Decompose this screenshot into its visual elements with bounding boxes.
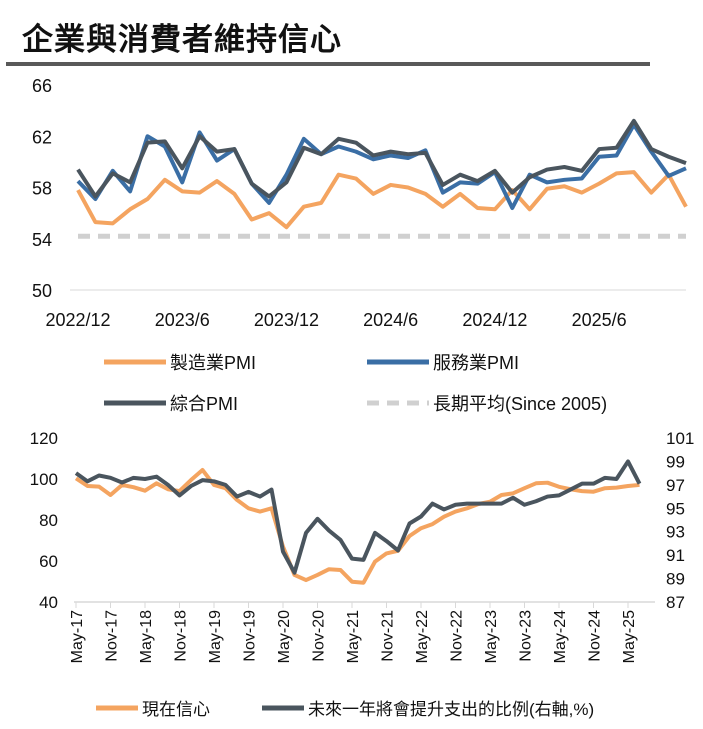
pmi-chart: 50 54 58 62 66 2022/12 2023/6 2023/12 2024/6 2024…	[32, 76, 688, 414]
x-tick-label: May-25	[621, 610, 638, 663]
y2-tick-label: 93	[666, 523, 685, 542]
legend-label: 未來一年將會提升支出的比例(右軸,%)	[308, 700, 594, 719]
x-tick-label: May-23	[483, 610, 500, 663]
x-tick-label: Nov-19	[242, 610, 259, 662]
x-tick-label: May-17	[69, 610, 86, 663]
title-divider	[6, 62, 650, 66]
y-tick-label: 58	[32, 179, 52, 199]
series-line-1	[76, 122, 687, 210]
y2-tick-label: 95	[666, 499, 685, 518]
page-title: 企業與消費者維持信心	[22, 22, 342, 58]
x-tick-label: May-19	[207, 610, 224, 663]
y-tick-label: 54	[32, 230, 52, 250]
y-tick-label: 66	[32, 76, 52, 96]
y-tick-label: 62	[32, 127, 52, 147]
y-tick-label: 100	[30, 470, 58, 489]
y-tick-label: 40	[39, 593, 58, 612]
x-tick-label: 2023/6	[155, 310, 210, 330]
legend-label: 服務業PMI	[433, 353, 519, 373]
x-tick-label: Nov-21	[380, 610, 397, 662]
y2-tick-label: 87	[666, 593, 685, 612]
x-tick-label: Nov-18	[173, 610, 190, 662]
x-tick-label: May-22	[414, 610, 431, 663]
series-line-0	[74, 467, 640, 585]
x-tick-label: 2025/6	[572, 310, 627, 330]
legend-label: 長期平均(Since 2005)	[433, 394, 607, 414]
x-tick-label: May-21	[345, 610, 362, 663]
x-tick-label: May-20	[276, 610, 293, 663]
x-tick-label: Nov-23	[518, 610, 535, 662]
x-tick-label: 2022/12	[45, 310, 110, 330]
y-tick-label: 50	[32, 281, 52, 301]
legend-label: 現在信心	[142, 700, 210, 719]
series-line-2	[76, 118, 687, 199]
y-tick-label: 60	[39, 552, 58, 571]
x-tick-label: Nov-20	[311, 610, 328, 662]
y-tick-label: 80	[39, 511, 58, 530]
x-tick-label: 2024/12	[462, 310, 527, 330]
series-line-0	[76, 170, 688, 230]
y2-tick-label: 101	[666, 429, 694, 448]
x-tick-label: 2023/12	[254, 310, 319, 330]
x-tick-label: Nov-22	[449, 610, 466, 662]
x-tick-label: May-18	[138, 610, 155, 663]
y-tick-label: 120	[30, 429, 58, 448]
legend-label: 綜合PMI	[170, 394, 238, 414]
y2-tick-label: 99	[666, 452, 685, 471]
y2-tick-label: 89	[666, 570, 685, 589]
x-tick-label: 2024/6	[363, 310, 418, 330]
x-tick-label: Nov-17	[104, 610, 121, 662]
x-tick-label: May-24	[552, 610, 569, 663]
x-tick-label: Nov-24	[587, 610, 604, 662]
y2-tick-label: 97	[666, 476, 685, 495]
y2-tick-label: 91	[666, 546, 685, 565]
legend-label: 製造業PMI	[170, 353, 256, 373]
series-line-1	[74, 459, 642, 575]
